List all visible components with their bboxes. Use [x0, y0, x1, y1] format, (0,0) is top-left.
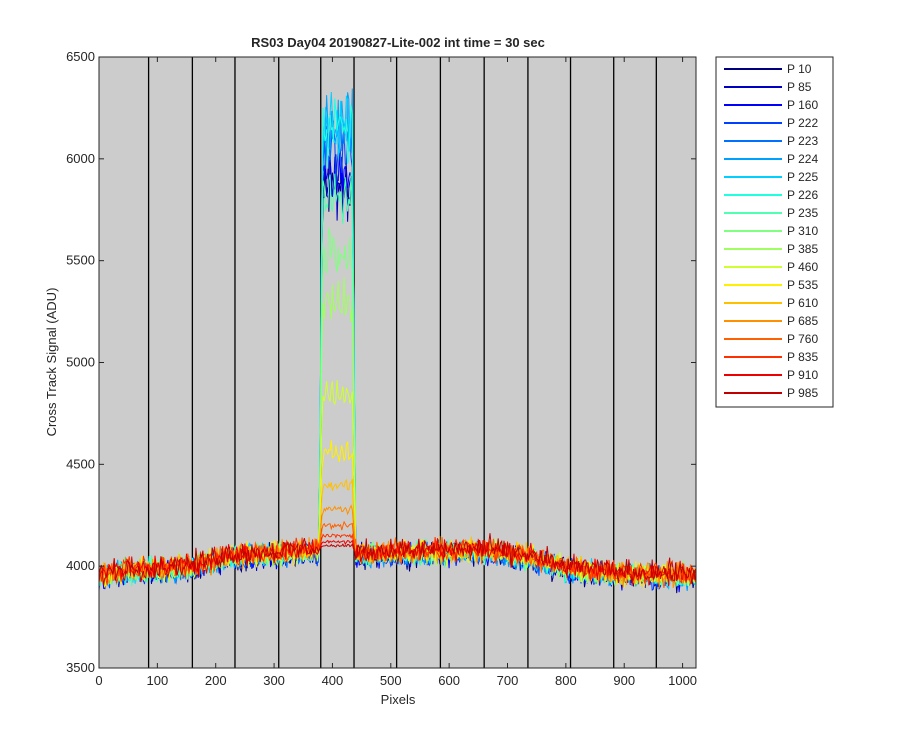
x-tick-label: 200 — [205, 673, 227, 688]
legend-label: P 226 — [787, 188, 818, 202]
series-line-p985 — [98, 533, 696, 586]
x-tick-label: 100 — [147, 673, 169, 688]
legend: P 10 P 85 P 160 P 222 P 223 P 224 P 225 P 226 P … — [715, 56, 834, 408]
legend-label: P 835 — [787, 350, 818, 364]
y-tick-label: 3500 — [66, 660, 95, 675]
y-tick-label: 6500 — [66, 49, 95, 64]
legend-label: P 910 — [787, 368, 818, 382]
x-axis-label: Pixels — [381, 692, 416, 707]
legend-label: P 10 — [787, 62, 812, 76]
legend-label: P 222 — [787, 116, 818, 130]
x-tick-label: 700 — [497, 673, 519, 688]
legend-label: P 535 — [787, 278, 818, 292]
y-tick-label: 4500 — [66, 456, 95, 471]
y-tick-label: 5500 — [66, 253, 95, 268]
legend-label: P 685 — [787, 314, 818, 328]
y-tick-label: 4000 — [66, 558, 95, 573]
legend-label: P 224 — [787, 152, 818, 166]
x-tick-label: 800 — [555, 673, 577, 688]
y-axis-label: Cross Track Signal (ADU) — [44, 288, 59, 437]
chart-title: RS03 Day04 20190827-Lite-002 int time = … — [251, 35, 545, 50]
legend-label: P 85 — [787, 80, 812, 94]
x-tick-label: 900 — [613, 673, 635, 688]
legend-label: P 385 — [787, 242, 818, 256]
x-tick-label: 1000 — [668, 673, 697, 688]
legend-label: P 310 — [787, 224, 818, 238]
series-line-p910 — [98, 538, 696, 587]
x-tick-label: 0 — [95, 673, 102, 688]
x-axis-ticks: 0 100 200 300 400 500 600 700 800 900 1000 — [95, 57, 697, 688]
series-lines — [98, 88, 696, 594]
legend-label: P 760 — [787, 332, 818, 346]
y-axis-ticks: 3500 4000 4500 5000 5500 6000 6500 — [66, 49, 696, 675]
y-tick-label: 5000 — [66, 355, 95, 370]
x-tick-label: 300 — [263, 673, 285, 688]
legend-label: P 235 — [787, 206, 818, 220]
legend-label: P 160 — [787, 98, 818, 112]
y-tick-label: 6000 — [66, 151, 95, 166]
legend-label: P 460 — [787, 260, 818, 274]
x-tick-label: 600 — [438, 673, 460, 688]
x-tick-label: 400 — [322, 673, 344, 688]
legend-label: P 610 — [787, 296, 818, 310]
x-tick-label: 500 — [380, 673, 402, 688]
legend-label: P 223 — [787, 134, 818, 148]
legend-label: P 985 — [787, 386, 818, 400]
legend-label: P 225 — [787, 170, 818, 184]
